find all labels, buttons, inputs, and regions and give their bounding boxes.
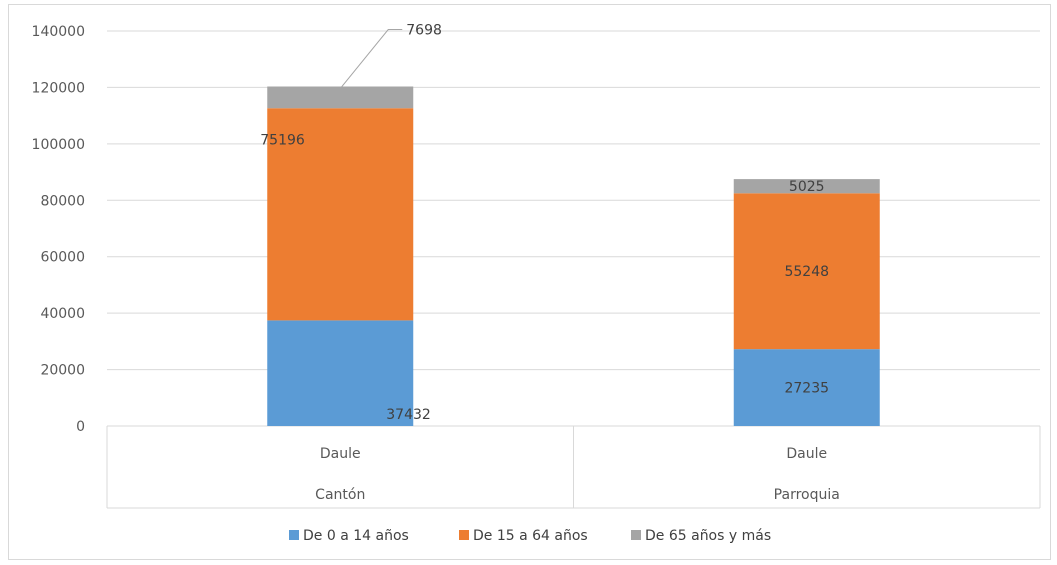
x-group-label: Cantón [315,487,365,503]
y-tick-label: 20000 [40,363,85,379]
x-tick-label: Daule [786,446,827,462]
bar-segment [733,193,880,350]
data-label: 27235 [784,381,829,397]
y-tick-label: 0 [76,419,85,435]
y-tick-label: 120000 [32,80,85,96]
y-tick-label: 40000 [40,306,85,322]
legend-swatch [631,530,641,540]
legend-swatch [289,530,299,540]
y-tick-label: 140000 [32,24,85,40]
x-tick-label: Daule [320,446,361,462]
data-label: 7698 [406,23,442,39]
data-label: 75196 [260,132,305,148]
data-label: 55248 [784,264,829,280]
bar-segment [733,179,880,194]
leader-line [339,29,403,89]
legend-swatch [459,530,469,540]
legend-label: De 15 a 64 años [473,528,588,544]
bar-segment [267,108,414,321]
data-label: 37432 [386,407,431,423]
bar-segment [267,320,414,426]
legend-label: De 65 años y más [645,528,771,544]
bar-segment [267,86,414,109]
y-tick-label: 60000 [40,250,85,266]
x-group-label: Parroquia [774,487,840,503]
legend-label: De 0 a 14 años [303,528,409,544]
bar-segment [733,349,880,426]
y-tick-label: 80000 [40,193,85,209]
y-tick-label: 100000 [32,137,85,153]
data-label: 5025 [789,179,825,195]
